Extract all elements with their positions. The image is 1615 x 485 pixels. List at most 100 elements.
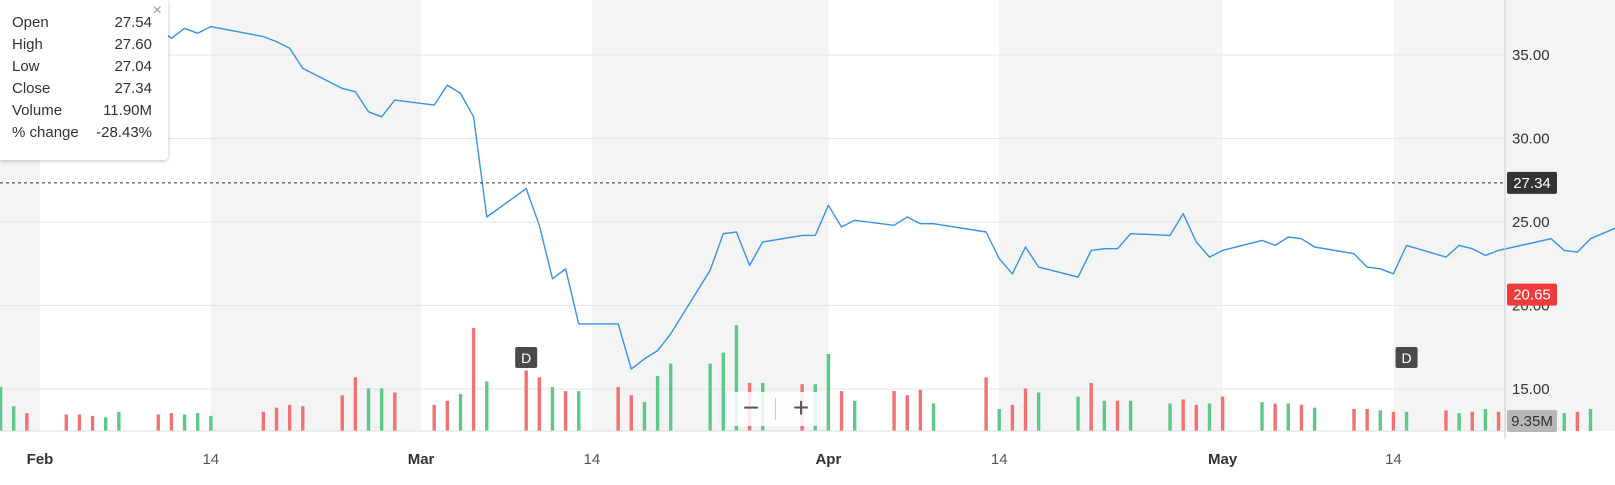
zoom-separator [775, 398, 776, 420]
crosshair-price-label-box [1507, 171, 1557, 194]
last-price-label: 20.65 [1513, 287, 1551, 304]
volume-bar [90, 415, 95, 431]
dividend-markers[interactable]: DDD [515, 347, 1615, 368]
x-axis: Feb14Mar14Apr14May14Jun14Jul14Aug14Sep [0, 430, 1505, 468]
tooltip-value: 27.54 [114, 14, 152, 31]
zoom-controls: − + [727, 392, 825, 426]
gridlines [0, 54, 1505, 390]
volume-bar [1575, 411, 1580, 431]
tooltip-row-low: Low 27.04 [12, 58, 152, 80]
tooltip-row-volume: Volume 11.90M [12, 102, 152, 124]
volume-bar [1470, 411, 1474, 431]
volume-bar [353, 377, 358, 431]
volume-bar [432, 404, 436, 431]
volume-bar [209, 415, 213, 431]
volume-bar [1562, 413, 1566, 431]
shade-band [999, 0, 1223, 431]
tooltip-value: 27.34 [114, 80, 152, 97]
tooltip-label: Open [12, 14, 49, 31]
tooltip-row-percent-change: % change -28.43% [12, 124, 152, 146]
shade-band [1393, 0, 1615, 431]
volume-bar [1194, 404, 1199, 431]
volume-bar [839, 391, 844, 431]
plus-icon[interactable]: + [792, 392, 810, 423]
volume-bar [918, 389, 923, 431]
volume-bar [1378, 410, 1382, 431]
volume-bar [1444, 410, 1448, 431]
volume-bar [1102, 400, 1107, 431]
y-tick-label: 35.00 [1512, 47, 1550, 64]
x-tick-label: 14 [1385, 451, 1402, 468]
volume-bar [1286, 403, 1290, 431]
tooltip-row-close: Close 27.34 [12, 80, 152, 102]
minus-icon[interactable]: − [742, 392, 760, 423]
shade-band [591, 0, 829, 431]
volume-bar [274, 407, 279, 431]
x-tick-label: Feb [27, 451, 54, 468]
volume-bar [1299, 404, 1304, 431]
volume-bar [1352, 409, 1356, 431]
volume-bar [655, 376, 660, 431]
volume-bar [1391, 411, 1396, 431]
price-line [0, 17, 1615, 370]
y-tick-label: 25.00 [1512, 214, 1550, 231]
volume-bar [366, 388, 371, 431]
volume-bar [287, 404, 292, 431]
volume-bar [1010, 404, 1015, 431]
volume-bar [1588, 409, 1593, 431]
crosshair-price-label: 27.34 [1513, 175, 1551, 192]
volume-bar [261, 411, 266, 431]
volume-bar [550, 387, 555, 431]
volume-bar [616, 387, 620, 431]
volume-bar [1483, 409, 1488, 431]
volume-bar [64, 414, 68, 431]
volume-bar [721, 352, 725, 431]
volume-bar [25, 413, 29, 431]
volume-bar [1089, 382, 1093, 431]
volume-bar [301, 406, 305, 431]
volume-bar [905, 395, 909, 431]
x-tick-label: 14 [202, 451, 219, 468]
volume-bar [340, 395, 344, 431]
price-series [0, 17, 1615, 370]
volume-bar [1181, 399, 1185, 431]
volume-bar [104, 417, 108, 431]
tooltip-row-open: Open 27.54 [12, 14, 152, 36]
volume-bar [1115, 400, 1120, 431]
volume-bar [577, 391, 581, 431]
last-price-label-box [1507, 283, 1557, 306]
y-tick-label: 30.00 [1512, 131, 1550, 148]
volume-bar [77, 414, 82, 431]
volume-bar [734, 325, 739, 431]
volume-bar [984, 377, 988, 431]
volume-bar [826, 354, 831, 431]
volume-bar [182, 414, 187, 431]
shade-band [210, 0, 422, 431]
volume-bar [537, 377, 542, 431]
x-tick-label: Mar [408, 451, 435, 468]
volume-bar [379, 388, 384, 431]
x-tick-label: 14 [991, 451, 1008, 468]
volume-bar [458, 393, 463, 431]
tooltip-label: Volume [12, 102, 63, 119]
close-icon[interactable]: × [152, 2, 162, 19]
tooltip-value: 11.90M [103, 102, 152, 119]
tooltip-value: -28.43% [96, 124, 152, 141]
volume-bars [0, 325, 1593, 431]
volume-bar [642, 402, 647, 431]
volume-bar [997, 409, 1001, 431]
volume-bar [1404, 411, 1409, 431]
ohlc-tooltip: × Open 27.54 High 27.60 Low 27.04 Close … [0, 0, 168, 160]
last-volume-label-box [1507, 410, 1557, 432]
x-tick-label: 14 [584, 451, 601, 468]
volume-bar [563, 391, 568, 431]
tooltip-value: 27.60 [114, 36, 152, 53]
y-tick-label: 15.00 [1512, 381, 1550, 398]
volume-bar [629, 395, 633, 431]
volume-bar [12, 406, 16, 431]
dividend-marker: D [515, 347, 538, 368]
volume-bar [117, 411, 121, 431]
volume-bar [169, 413, 174, 431]
x-tick-label: May [1208, 451, 1238, 468]
